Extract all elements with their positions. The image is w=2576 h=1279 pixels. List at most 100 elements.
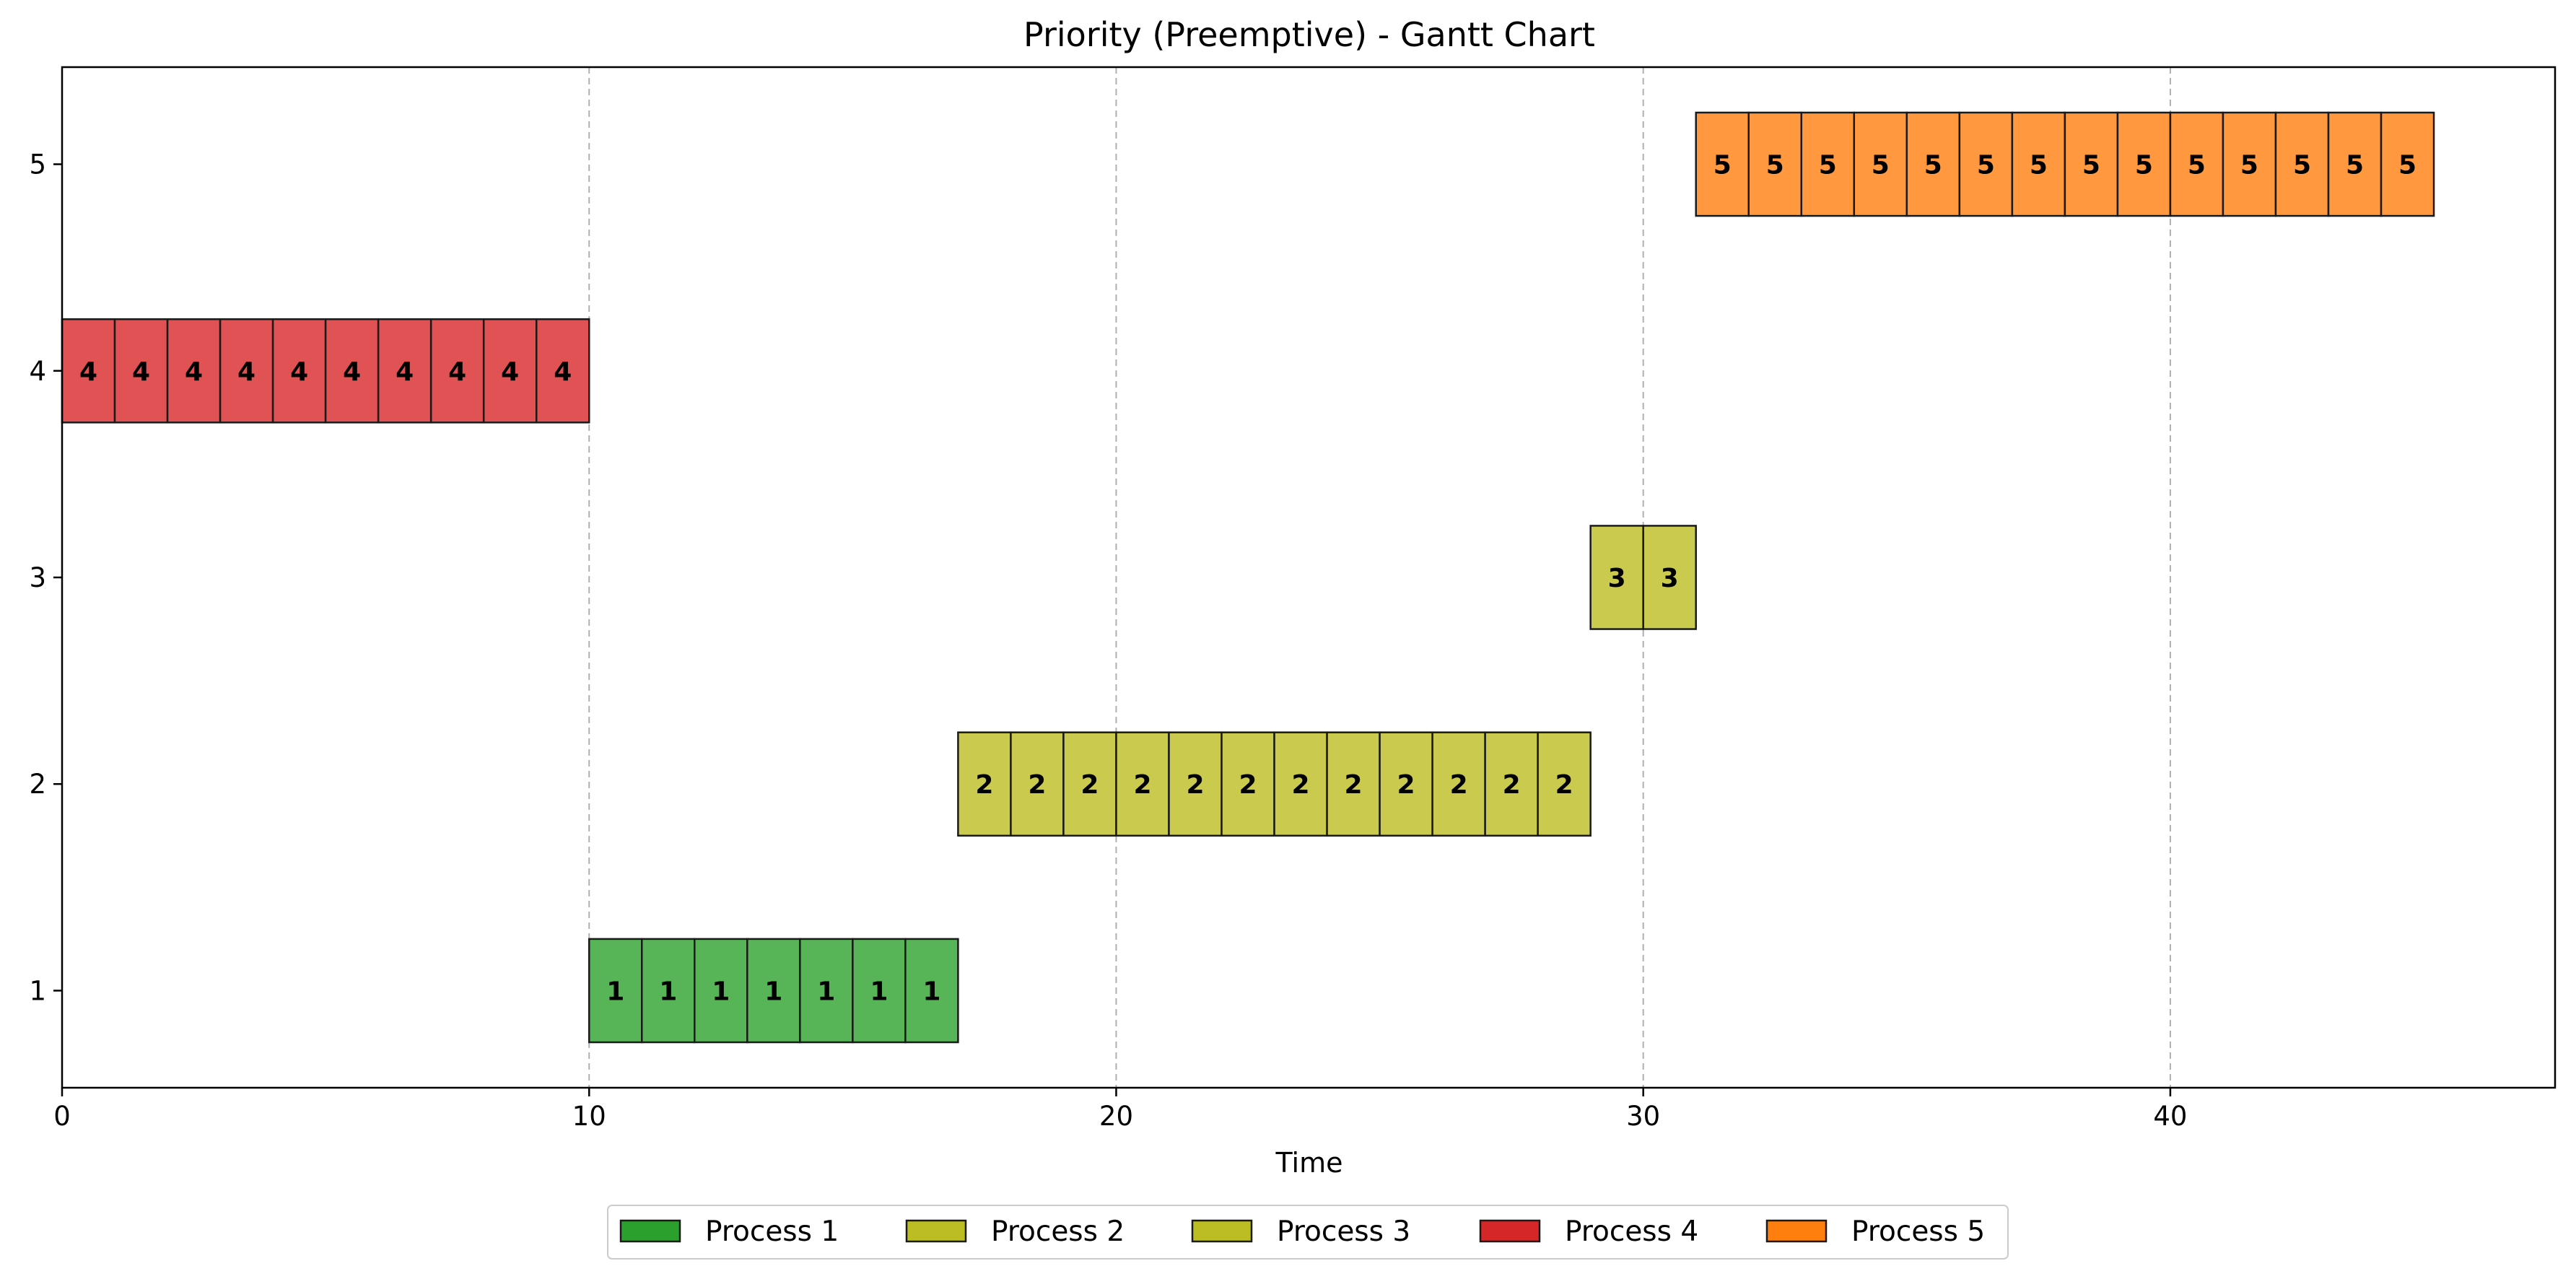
plot-area-frame [61, 66, 2557, 1089]
process-2-slot: 2 [1010, 731, 1065, 837]
legend-label: Process 4 [1565, 1215, 1698, 1248]
process-5-slot: 5 [1853, 111, 1908, 217]
process-1-slot: 1 [904, 938, 959, 1044]
y-tick-label: 5 [29, 149, 46, 180]
process-2-slot: 2 [1168, 731, 1223, 837]
process-5-slot: 5 [1695, 111, 1750, 217]
x-tick-label: 20 [1099, 1101, 1133, 1132]
bar-label: 1 [712, 977, 730, 1006]
process-1-slot: 1 [694, 938, 748, 1044]
process-4-slot: 4 [482, 318, 538, 424]
gantt-bar [2116, 111, 2172, 217]
process-2-slot: 2 [1115, 731, 1170, 837]
gantt-bar [2011, 111, 2066, 217]
process-2-slot: 2 [1062, 731, 1117, 837]
gantt-bar [535, 318, 590, 424]
bar-label: 5 [1713, 151, 1732, 180]
gantt-bar [219, 318, 274, 424]
process-5-slot: 5 [2222, 111, 2277, 217]
bar-label: 5 [2240, 151, 2258, 180]
gantt-bar [2222, 111, 2277, 217]
bar-label: 4 [79, 357, 97, 387]
process-4-slot: 4 [271, 318, 327, 424]
gantt-bar [482, 318, 538, 424]
bar-label: 5 [2346, 151, 2364, 180]
process-1-slot: 1 [746, 938, 801, 1044]
bar-label: 1 [870, 977, 888, 1006]
x-tick-label: 30 [1626, 1101, 1660, 1132]
gantt-bar [1958, 111, 2014, 217]
process-5-slot: 5 [2011, 111, 2066, 217]
gantt-bar [1642, 525, 1697, 630]
gantt-bar [1168, 731, 1223, 837]
gantt-bar [2169, 111, 2224, 217]
bars-layer: 1 1 1 1 1 1 1 2 2 2 2 2 2 2 2 2 2 2 2 3 3 4 4 4 4 4 4 4 4 4 4 5 5 5 5 5 5 5 5 5… [61, 111, 2435, 1044]
legend-item: Process 2 [905, 1215, 1125, 1248]
process-5-slot: 5 [1958, 111, 2014, 217]
gantt-bar [746, 938, 801, 1044]
process-4-slot: 4 [61, 318, 116, 424]
process-5-slot: 5 [1905, 111, 1961, 217]
gantt-bar [429, 318, 485, 424]
process-2-slot: 2 [1221, 731, 1275, 837]
gantt-bar [694, 938, 748, 1044]
gantt-bar [904, 938, 959, 1044]
legend-swatch [1191, 1219, 1253, 1243]
gantt-bar [799, 938, 854, 1044]
bar-label: 2 [1028, 770, 1046, 800]
process-1-slot: 1 [588, 938, 643, 1044]
legend-frame [607, 1205, 2009, 1260]
process-4-slot: 4 [166, 318, 222, 424]
bar-label: 5 [2030, 151, 2048, 180]
bar-label: 2 [1133, 770, 1151, 800]
process-2-slot: 2 [1273, 731, 1328, 837]
process-2-slot: 2 [1326, 731, 1381, 837]
x-axis-label: Time [1275, 1147, 1343, 1179]
bar-label: 5 [2398, 151, 2416, 180]
legend-label: Process 2 [991, 1215, 1125, 1248]
gantt-bar [641, 938, 696, 1044]
bar-label: 2 [975, 770, 993, 800]
legend-label: Process 5 [1851, 1215, 1985, 1248]
bar-label: 1 [659, 977, 677, 1006]
y-tick-label: 1 [29, 975, 46, 1006]
process-4-slot: 4 [324, 318, 380, 424]
bar-label: 5 [1924, 151, 1942, 180]
process-4-slot: 4 [535, 318, 590, 424]
legend-swatch [905, 1219, 967, 1243]
process-4-slot: 4 [429, 318, 485, 424]
process-5-slot: 5 [2116, 111, 2172, 217]
bar-label: 1 [606, 977, 624, 1006]
process-2-slot: 2 [1537, 731, 1592, 837]
process-3-slot: 3 [1589, 525, 1644, 630]
process-1-slot: 1 [799, 938, 854, 1044]
process-5-slot: 5 [1800, 111, 1856, 217]
legend: Process 1 Process 2 Process 3 Process 4 Proc… [607, 1205, 2009, 1260]
bar-label: 4 [237, 357, 256, 387]
legend-item: Process 1 [619, 1215, 839, 1248]
gantt-bar [1747, 111, 1803, 217]
process-4-slot: 4 [113, 318, 169, 424]
process-3-slot: 3 [1642, 525, 1697, 630]
process-5-slot: 5 [2380, 111, 2435, 217]
bar-label: 5 [1766, 151, 1784, 180]
gantt-bar [1484, 731, 1539, 837]
gantt-bar [271, 318, 327, 424]
bar-label: 4 [290, 357, 308, 387]
bar-label: 4 [554, 357, 572, 387]
grid-lines [588, 67, 2171, 1088]
process-2-slot: 2 [1379, 731, 1433, 837]
bar-label: 5 [2082, 151, 2100, 180]
x-tick-label: 10 [572, 1101, 606, 1132]
bar-label: 2 [1239, 770, 1257, 800]
process-1-slot: 1 [852, 938, 907, 1044]
bar-label: 2 [1503, 770, 1521, 800]
gantt-bar [324, 318, 380, 424]
bar-label: 3 [1661, 564, 1679, 593]
y-tick-label: 3 [29, 562, 46, 593]
gantt-bar [2327, 111, 2383, 217]
gantt-bar [2380, 111, 2435, 217]
legend-item: Process 5 [1765, 1215, 1985, 1248]
bar-label: 5 [2188, 151, 2206, 180]
legend-swatch [1479, 1219, 1541, 1243]
